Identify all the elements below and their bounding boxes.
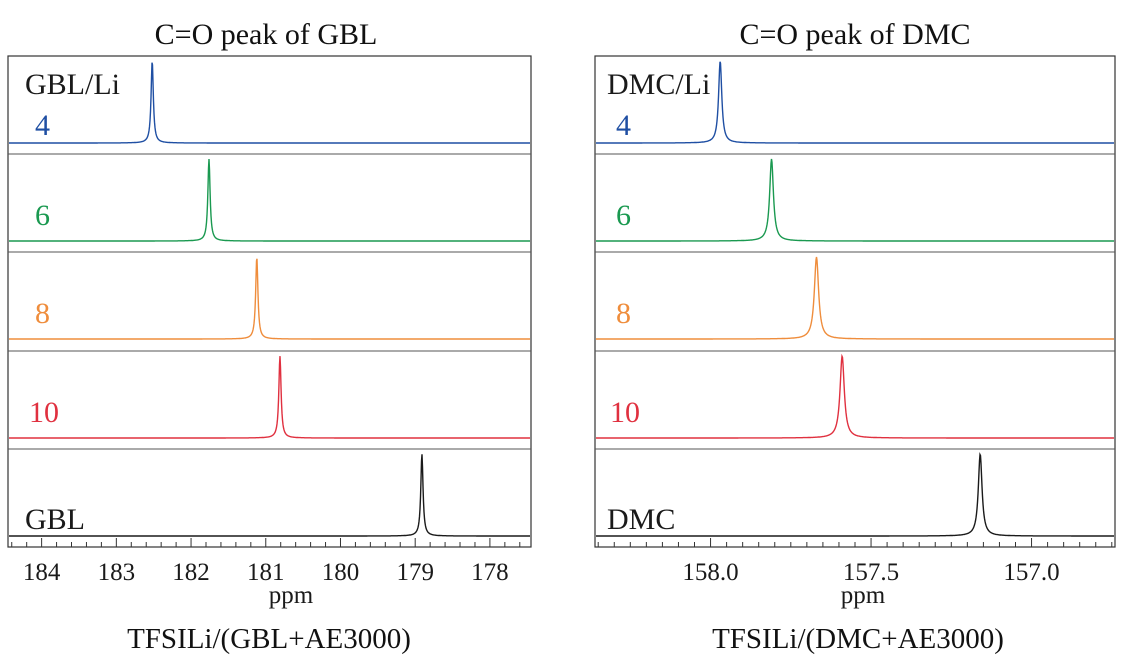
spectrum-line-6 — [596, 158, 1114, 242]
x-tick-label: 157.0 — [1003, 559, 1059, 586]
x-tick-label: 184 — [23, 559, 61, 586]
x-axis-label: ppm — [841, 582, 886, 609]
x-tick-label: 179 — [396, 559, 434, 586]
spectrum-line-4 — [9, 62, 530, 144]
x-tick-label: 181 — [247, 559, 285, 586]
spectrum-line-gbl — [9, 454, 530, 537]
chart-panel-1: C=O peak of GBL GBL/Li 4 6 8 10 GBL 184 183 182 18… — [7, 18, 532, 655]
panel-caption: TFSILi/(GBL+AE3000) — [127, 623, 411, 655]
series-label: 4 — [35, 109, 50, 142]
series-label: GBL — [25, 503, 85, 536]
panel-caption: TFSILi/(DMC+AE3000) — [712, 623, 1004, 655]
spectrum-line-6 — [9, 158, 530, 242]
series-label: 10 — [610, 396, 640, 429]
x-tick-label: 180 — [322, 559, 360, 586]
x-tick-label: 178 — [471, 559, 509, 586]
spectrum-line-dmc — [596, 452, 1114, 537]
ratio-axis-label: GBL/Li — [25, 68, 120, 101]
plot-frame — [7, 55, 532, 548]
series-label: 8 — [616, 297, 631, 330]
spectrum-line-8 — [596, 256, 1114, 340]
series-label: 6 — [35, 199, 50, 232]
series-label: DMC — [607, 503, 675, 536]
series-label: 4 — [616, 109, 631, 142]
spectrum-line-4 — [596, 61, 1114, 144]
ratio-axis-label: DMC/Li — [607, 68, 710, 101]
chart-panel-2: C=O peak of DMC DMC/Li 4 6 8 10 DMC 158.0 157.5 1… — [594, 18, 1116, 655]
x-tick-label: 158.0 — [682, 559, 738, 586]
series-label: 8 — [35, 297, 50, 330]
spectrum-line-8 — [9, 258, 530, 340]
x-tick-label: 182 — [172, 559, 210, 586]
chart-title: C=O peak of GBL — [155, 18, 378, 51]
plot-frame — [594, 55, 1116, 548]
spectrum-line-10 — [9, 356, 530, 439]
series-label: 6 — [616, 199, 631, 232]
series-label: 10 — [29, 396, 59, 429]
chart-title: C=O peak of DMC — [739, 18, 970, 51]
spectrum-line-10 — [596, 353, 1114, 439]
x-tick-label: 183 — [98, 559, 136, 586]
x-tick-label: 157.5 — [843, 559, 899, 586]
x-axis-label: ppm — [269, 582, 314, 609]
